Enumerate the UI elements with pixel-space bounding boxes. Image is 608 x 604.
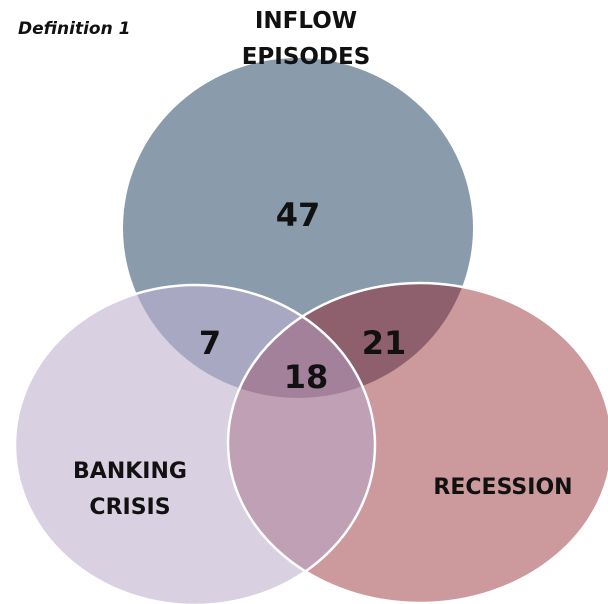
set-label: INFLOW	[255, 8, 357, 34]
set-label: BANKING	[73, 459, 187, 484]
banking-outline	[13, 283, 377, 604]
region-count: 7	[199, 324, 221, 362]
overlap-inflow-banking	[123, 285, 375, 398]
set-label: RECESSION	[433, 475, 572, 500]
recession-outline	[226, 281, 608, 604]
overlap-fill	[123, 285, 375, 398]
title: Definition 1	[18, 19, 130, 39]
overlap-inflow-recession	[228, 283, 473, 398]
overlap-fill	[228, 285, 375, 398]
overlap-inner	[228, 285, 375, 398]
region-count: 21	[362, 324, 407, 362]
set-label: CRISIS	[89, 495, 170, 520]
set-label: EPISODES	[242, 44, 371, 70]
region-count: 18	[284, 358, 329, 396]
overlap-all	[228, 285, 375, 398]
region-count: 47	[276, 196, 321, 234]
overlap-fill	[228, 283, 473, 398]
